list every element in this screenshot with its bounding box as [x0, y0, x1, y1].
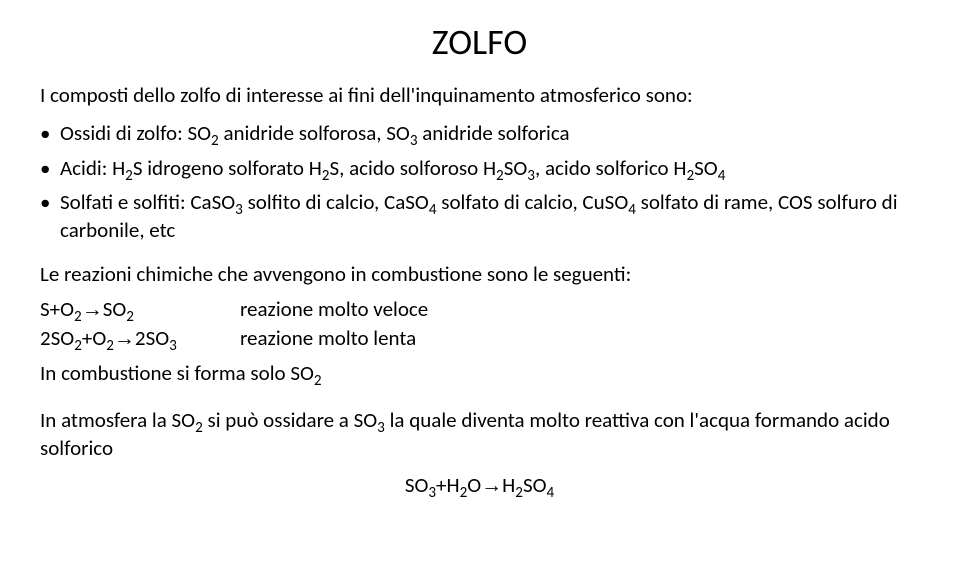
reaction-row: 2SO2+O2→2SO3 reazione molto lenta [40, 324, 919, 353]
slide-container: ZOLFO I composti dello zolfo di interess… [0, 0, 959, 588]
bullet-text: Solfati e solfiti: CaSO3 solfito di calc… [60, 189, 898, 243]
bullet-item: Solfati e solfiti: CaSO3 solfito di calc… [40, 188, 919, 245]
lead-paragraph: I composti dello zolfo di interesse ai f… [40, 82, 919, 109]
bullet-list: Ossidi di zolfo: SO2 anidride solforosa,… [40, 119, 919, 244]
reaction-equation: 2SO2+O2→2SO3 [40, 324, 240, 353]
bullet-text: Acidi: H2S idrogeno solforato H2S, acido… [60, 155, 725, 181]
subsection-intro: Le reazioni chimiche che avvengono in co… [40, 261, 919, 287]
bullet-text: Ossidi di zolfo: SO2 anidride solforosa,… [60, 120, 570, 146]
reaction-row: S+O2→SO2 reazione molto veloce [40, 295, 919, 324]
reactions-block: S+O2→SO2 reazione molto veloce 2SO2+O2→2… [40, 295, 919, 354]
atmosphere-note: In atmosfera la SO2 si può ossidare a SO… [40, 406, 919, 463]
slide-title: ZOLFO [40, 20, 919, 64]
bullet-item: Acidi: H2S idrogeno solforato H2S, acido… [40, 154, 919, 182]
reaction-description: reazione molto lenta [240, 324, 919, 353]
reaction-description: reazione molto veloce [240, 295, 919, 324]
bullet-item: Ossidi di zolfo: SO2 anidride solforosa,… [40, 119, 919, 147]
combustion-note: In combustione si forma solo SO2 [40, 359, 919, 387]
reaction-equation: S+O2→SO2 [40, 295, 240, 324]
final-equation: SO3+H2O→H2SO4 [40, 472, 919, 498]
